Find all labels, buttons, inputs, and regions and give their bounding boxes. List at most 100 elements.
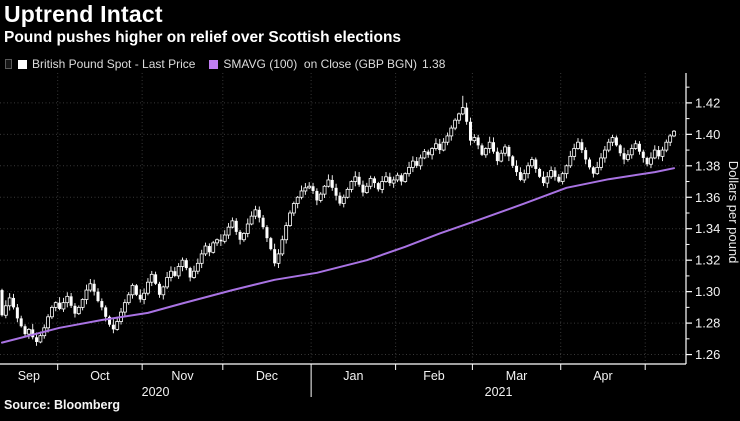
candle-body-down — [584, 150, 588, 160]
candle-body-down — [438, 143, 442, 151]
candle-body-up — [176, 266, 181, 277]
candle-body-down — [104, 307, 108, 317]
candle-body-up — [487, 141, 492, 149]
candle-body-up — [572, 148, 577, 157]
page-title: Uptrend Intact — [4, 1, 163, 27]
y-tick-label: 1.28 — [695, 316, 720, 331]
candle-body-up — [364, 185, 369, 193]
candle-body-up — [595, 166, 600, 175]
candle-body-up — [299, 190, 304, 198]
candle-body-up — [122, 302, 127, 313]
candle-body-down — [207, 246, 211, 253]
candle-body-down — [518, 172, 522, 180]
candle-body-down — [154, 274, 158, 284]
candle-body-down — [330, 179, 334, 188]
candle-body-down — [492, 142, 496, 152]
candle-body-up — [391, 179, 396, 184]
y-axis-title: Dollars per pound — [726, 161, 740, 264]
candle-body-up — [169, 270, 173, 278]
candle-body-up — [660, 149, 665, 157]
candle-body-up — [226, 226, 231, 236]
candle-body-down — [315, 190, 319, 201]
candle-body-down — [184, 260, 188, 269]
candle-body-up — [449, 127, 454, 137]
candle-body-up — [291, 203, 296, 214]
candle-body-up — [403, 173, 408, 182]
candle-body-down — [657, 150, 661, 157]
candle-body-down — [641, 151, 645, 158]
candle-body-up — [318, 193, 323, 201]
candle-body-down — [238, 231, 242, 240]
candle-body-down — [334, 187, 338, 196]
candle-body-down — [361, 184, 365, 193]
candle-body-up — [222, 234, 227, 242]
candle-body-up — [322, 185, 327, 195]
candle-body-up — [326, 179, 331, 187]
candle-body-down — [311, 186, 315, 191]
candle-body-up — [434, 143, 438, 149]
candle-body-down — [357, 176, 361, 185]
candle-body-up — [192, 270, 196, 278]
x-month-label: Apr — [593, 369, 612, 383]
y-tick-label: 1.34 — [695, 221, 720, 236]
candle-body-up — [288, 212, 292, 226]
spot-series-label: British Pound Spot - Last Price — [32, 57, 196, 71]
candle-body-up — [568, 155, 573, 167]
candle-body-up — [503, 146, 507, 154]
candle-body-up — [395, 174, 400, 181]
candle-body-down — [157, 283, 161, 295]
x-year-label: 2021 — [485, 385, 513, 399]
candle-body-up — [61, 302, 66, 310]
candle-body-down — [257, 209, 261, 218]
candle-body-up — [126, 294, 131, 304]
y-tick-label: 1.36 — [695, 190, 720, 205]
candle-body-down — [73, 305, 77, 314]
candle-body-down — [92, 283, 96, 292]
candle-body-up — [195, 262, 200, 272]
candle-body-up — [530, 159, 534, 167]
x-month-label: Jan — [343, 369, 363, 383]
candle-body-down — [426, 151, 430, 155]
candle-body-up — [526, 165, 530, 175]
candle-body-up — [633, 143, 638, 149]
candle-body-down — [388, 176, 392, 184]
candle-body-down — [100, 301, 104, 308]
candle-body-down — [476, 137, 480, 146]
x-year-label: 2020 — [142, 385, 170, 399]
x-month-label: Sep — [18, 369, 40, 383]
smavg-series-value: 1.38 — [422, 57, 446, 71]
chart-legend: British Pound Spot - Last Price SMAVG (1… — [5, 57, 445, 71]
candle-body-down — [645, 157, 649, 165]
candle-body-up — [422, 151, 427, 159]
candle-body-down — [269, 238, 273, 250]
x-month-label: Mar — [506, 369, 528, 383]
candle-body-up — [84, 289, 89, 300]
candle-body-down — [415, 161, 419, 166]
candle-body-down — [557, 176, 561, 182]
candle-body-down — [618, 145, 622, 154]
candle-body-up — [7, 297, 12, 307]
candle-body-down — [96, 291, 100, 302]
candle-body-down — [515, 165, 519, 173]
candle-body-up — [161, 286, 166, 296]
candlestick-chart-icon — [5, 57, 12, 71]
candle-body-up — [180, 259, 185, 267]
candle-body-down — [19, 318, 23, 327]
candle-body-down — [219, 239, 223, 242]
candle-body-down — [15, 307, 19, 319]
x-month-label: Oct — [90, 369, 110, 383]
candle-body-up — [610, 137, 615, 143]
candle-body-down — [580, 142, 584, 151]
candle-body-down — [0, 290, 4, 316]
candle-body-up — [276, 253, 281, 264]
candle-body-up — [230, 220, 235, 228]
candle-body-up — [629, 148, 634, 156]
candle-body-up — [649, 157, 653, 165]
candle-body-up — [65, 295, 70, 304]
candle-body-up — [353, 176, 358, 182]
candle-body-up — [242, 233, 246, 241]
candle-body-up — [410, 160, 415, 168]
spot-series-swatch — [18, 59, 27, 69]
page-subtitle: Pound pushes higher on relief over Scott… — [4, 29, 402, 46]
